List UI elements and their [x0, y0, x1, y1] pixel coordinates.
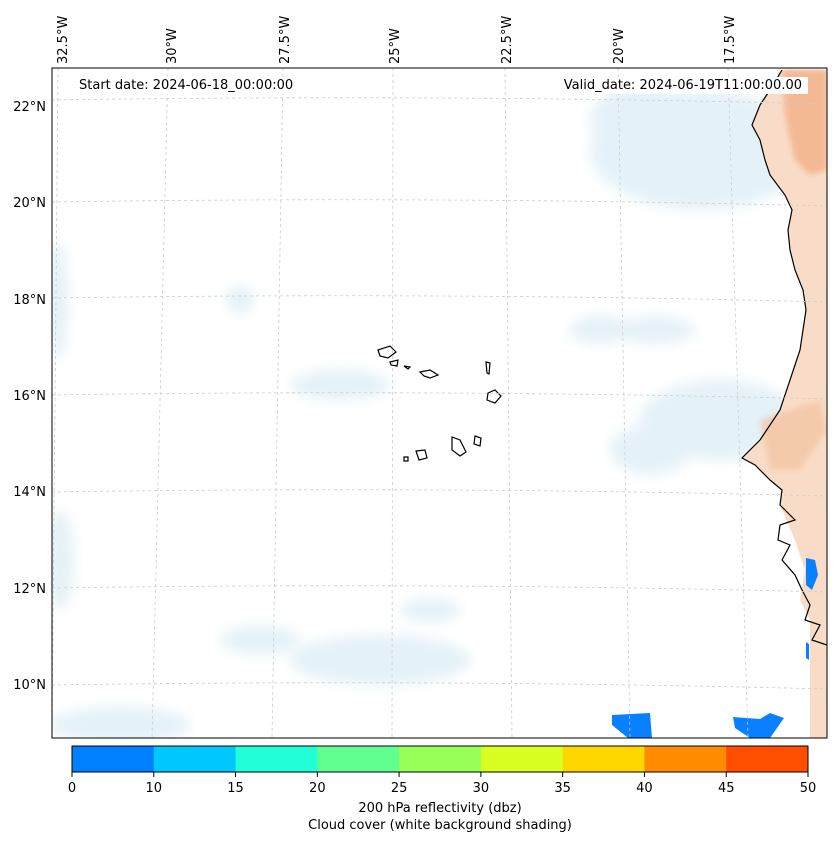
lon-label: 27.5°W [278, 16, 293, 64]
start-date-stamp: Start date: 2024-06-18_00:00:00 [73, 77, 300, 94]
colorbar-swatch [480, 746, 564, 772]
lon-label: 32.5°W [56, 16, 71, 64]
colorbar [72, 746, 809, 772]
africa-land [742, 70, 827, 738]
lat-label: 18°N [13, 293, 46, 308]
map-area [52, 68, 827, 738]
colorbar-swatch [317, 746, 400, 772]
colorbar-label: 200 hPa reflectivity (dbz) [358, 801, 522, 816]
coastline [741, 69, 827, 646]
colorbar-tick-label: 10 [146, 781, 163, 796]
latitude-labels: 22°N 20°N 18°N 16°N 14°N 12°N 10°N [13, 100, 46, 693]
lat-label: 12°N [13, 582, 46, 597]
colorbar-swatch [153, 746, 237, 772]
gridlines [52, 68, 827, 738]
colorbar-swatch [726, 746, 809, 772]
colorbar-tick-label: 15 [227, 781, 244, 796]
colorbar-tick-label: 20 [309, 781, 326, 796]
colorbar-tick-label: 40 [636, 781, 653, 796]
colorbar-swatch [72, 746, 155, 772]
lat-label: 14°N [13, 485, 46, 500]
colorbar-ticks: 0 10 15 20 25 30 35 40 45 50 [68, 772, 816, 796]
colorbar-tick-label: 30 [473, 781, 490, 796]
colorbar-sublabel: Cloud cover (white background shading) [308, 818, 572, 833]
lon-label: 30°W [165, 28, 180, 64]
cloud-cover-shading [52, 85, 810, 738]
lat-label: 22°N [13, 100, 46, 115]
reflectivity-patches [612, 558, 818, 738]
colorbar-swatch [562, 746, 645, 772]
lon-label: 20°W [612, 28, 627, 64]
colorbar-swatch [235, 746, 318, 772]
lat-label: 16°N [13, 389, 46, 404]
colorbar-tick-label: 50 [800, 781, 817, 796]
colorbar-tick-label: 35 [554, 781, 571, 796]
lat-label: 20°N [13, 196, 46, 211]
colorbar-tick-label: 0 [68, 781, 76, 796]
lon-label: 22.5°W [500, 16, 515, 64]
colorbar-tick-label: 25 [391, 781, 408, 796]
colorbar-swatch [644, 746, 727, 772]
valid-date-stamp: Valid_date: 2024-06-19T11:00:00.00 [557, 77, 808, 94]
colorbar-frame [71, 745, 809, 773]
map-frame [51, 67, 828, 739]
colorbar-swatch [399, 746, 482, 772]
longitude-labels: 32.5°W 30°W 27.5°W 25°W 22.5°W 20°W 17.5… [56, 16, 738, 64]
lat-label: 10°N [13, 678, 46, 693]
colorbar-tick-label: 45 [718, 781, 735, 796]
lon-label: 17.5°W [723, 16, 738, 64]
lon-label: 25°W [388, 28, 403, 64]
